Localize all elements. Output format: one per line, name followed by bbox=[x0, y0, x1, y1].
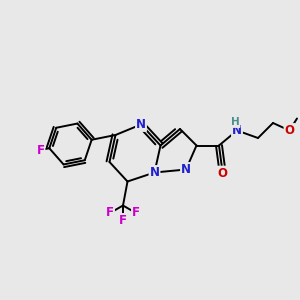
Text: N: N bbox=[136, 118, 146, 131]
Text: H: H bbox=[231, 117, 240, 127]
Text: F: F bbox=[119, 214, 127, 227]
Text: F: F bbox=[132, 206, 140, 220]
Text: F: F bbox=[106, 206, 114, 220]
Text: N: N bbox=[232, 124, 242, 137]
Text: F: F bbox=[37, 143, 44, 157]
Text: N: N bbox=[149, 166, 160, 179]
Text: O: O bbox=[218, 167, 228, 180]
Text: O: O bbox=[284, 124, 295, 137]
Text: N: N bbox=[181, 163, 191, 176]
